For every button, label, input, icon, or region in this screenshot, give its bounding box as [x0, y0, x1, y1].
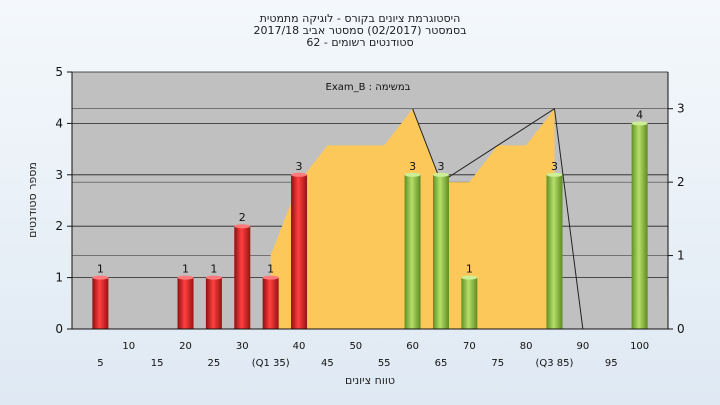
bar-value-label-100: 4	[636, 108, 643, 121]
bar-cap-70	[461, 275, 478, 280]
x-tick-label-20: 20	[179, 341, 192, 352]
bar-value-label-25: 1	[210, 263, 217, 276]
bar-group-60: 3	[404, 160, 421, 329]
x-tick-label-10: 10	[122, 341, 135, 352]
y-right-tick-label-0: 0	[677, 322, 685, 336]
bar-group-35: 1	[262, 263, 279, 329]
bar-40	[291, 174, 308, 329]
bar-cap-30	[234, 224, 251, 229]
x-tick-label-60: 60	[406, 341, 419, 352]
chart-title-line-2: בסמסטר (02/2017) סמסטר אביב 2017/18	[253, 24, 466, 37]
bar-series: 1 1 1 2 1 3 3 3 1 3 4	[92, 108, 648, 330]
bar-cap-40	[291, 172, 308, 177]
bar-value-label-60: 3	[409, 160, 416, 173]
bar-value-label-70: 1	[466, 263, 473, 276]
x-tick-label-75: 75	[491, 358, 504, 369]
bar-cap-25	[205, 275, 222, 280]
bar-group-20: 1	[177, 263, 194, 329]
x-tick-label-35: (Q1 35)	[252, 358, 290, 369]
bar-cap-100	[631, 121, 648, 126]
y-left-tick-label-3: 3	[55, 168, 63, 182]
x-tick-label-30: 30	[236, 341, 249, 352]
bar-value-label-5: 1	[97, 263, 104, 276]
bar-value-label-20: 1	[182, 263, 189, 276]
x-tick-label-5: 5	[97, 358, 103, 369]
chart-title-line-3: סטודנטים רשומים - 62	[306, 36, 413, 49]
bar-cap-5	[92, 275, 109, 280]
plot-annotation: Exam_B : במשימה	[326, 82, 411, 93]
x-tick-label-90: 90	[576, 341, 589, 352]
y-left-tick-label-2: 2	[55, 219, 63, 233]
bar-group-65: 3	[432, 160, 449, 329]
bar-20	[177, 277, 194, 329]
bar-cap-65	[432, 172, 449, 177]
x-tick-label-80: 80	[520, 341, 533, 352]
x-tick-label-15: 15	[151, 358, 164, 369]
bar-cap-60	[404, 172, 421, 177]
bar-value-label-65: 3	[437, 160, 444, 173]
y-right-tick-label-1: 1	[677, 249, 685, 263]
bar-group-70: 1	[461, 263, 478, 329]
bar-cap-35	[262, 275, 279, 280]
x-tick-label-50: 50	[349, 341, 362, 352]
x-tick-label-40: 40	[293, 341, 306, 352]
bar-65	[432, 174, 449, 329]
y-left-tick-label-4: 4	[55, 116, 63, 130]
y-right-tick-label-2: 2	[677, 175, 685, 189]
x-tick-label-45: 45	[321, 358, 334, 369]
bar-group-5: 1	[92, 263, 109, 329]
bar-70	[461, 277, 478, 329]
x-tick-label-55: 55	[378, 358, 391, 369]
bar-value-label-40: 3	[296, 160, 303, 173]
y-left-tick-label-1: 1	[55, 271, 63, 285]
bar-25	[205, 277, 222, 329]
bar-group-25: 1	[205, 263, 222, 329]
bar-group-40: 3	[291, 160, 308, 329]
area-outline-line	[412, 107, 584, 330]
bar-group-30: 2	[234, 211, 251, 329]
y-right-tick-label-3: 3	[677, 102, 685, 116]
bar-group-85: 3	[546, 160, 563, 329]
bar-85	[546, 174, 563, 329]
x-tick-label-85: (Q3 85)	[535, 358, 573, 369]
bar-group-100: 4	[631, 108, 648, 330]
x-tick-label-95: 95	[605, 358, 618, 369]
y-axis-label: מספר סטודנטים	[26, 162, 39, 238]
bar-5	[92, 277, 109, 329]
y-left-tick-label-0: 0	[55, 322, 63, 336]
chart-title-line-1: היסטוגרמת ציונים בקורס - לוגיקה מתמטית	[260, 12, 461, 25]
x-tick-label-100: 100	[630, 341, 649, 352]
bar-100	[631, 123, 648, 330]
bar-35	[262, 277, 279, 329]
bar-value-label-85: 3	[551, 160, 558, 173]
x-tick-label-70: 70	[463, 341, 476, 352]
bar-cap-85	[546, 172, 563, 177]
y-left-tick-label-5: 5	[55, 65, 63, 79]
x-axis-label: טווח ציונים	[345, 374, 395, 387]
bar-30	[234, 226, 251, 329]
bar-value-label-35: 1	[267, 263, 274, 276]
bar-cap-20	[177, 275, 194, 280]
x-tick-label-65: 65	[435, 358, 448, 369]
x-tick-label-25: 25	[208, 358, 221, 369]
bar-value-label-30: 2	[239, 211, 246, 224]
bar-60	[404, 174, 421, 329]
